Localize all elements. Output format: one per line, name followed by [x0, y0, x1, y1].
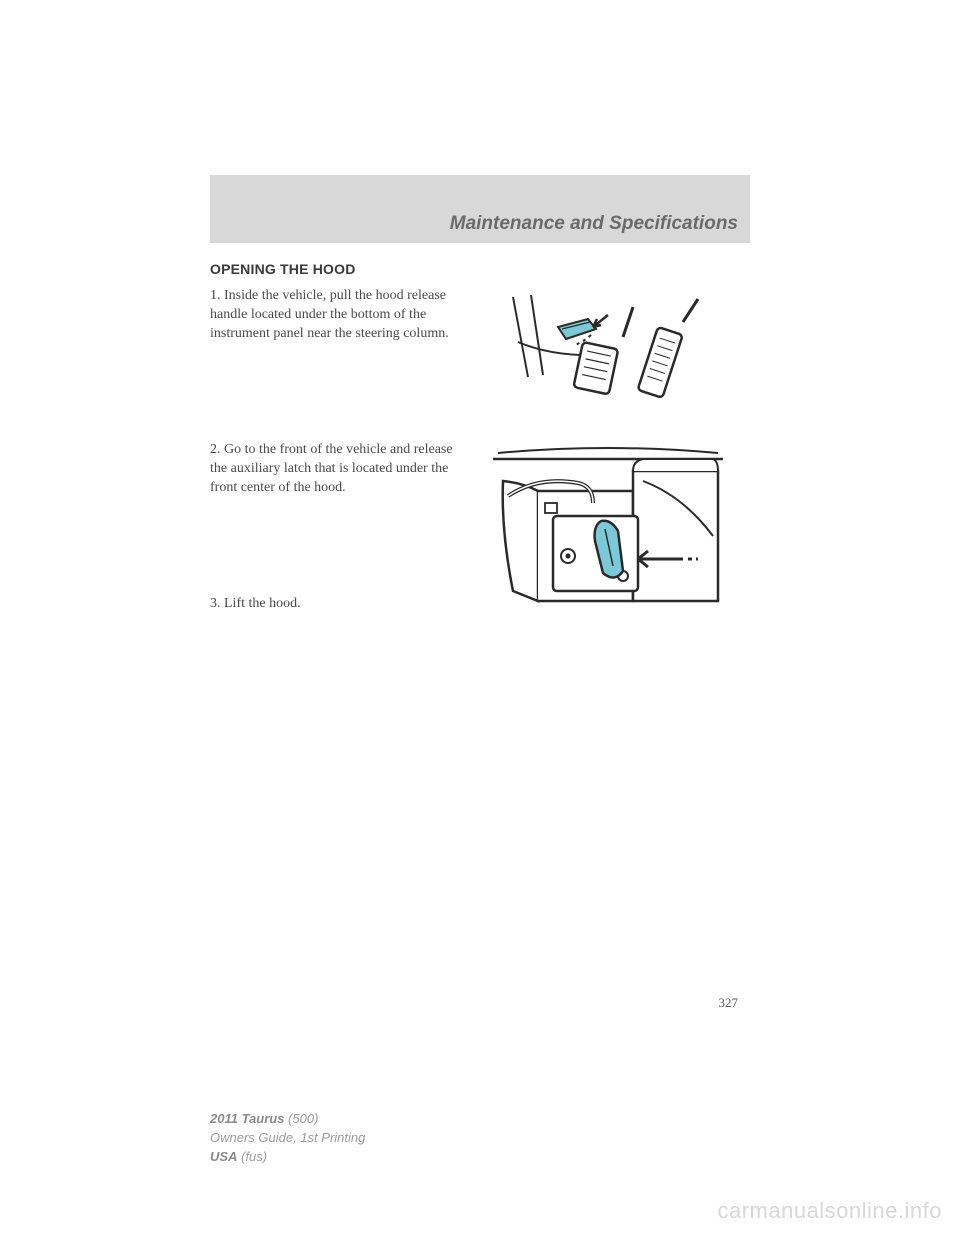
- page-number: 327: [719, 995, 739, 1011]
- footer-line-2: Owners Guide, 1st Printing: [210, 1129, 365, 1148]
- document-footer: 2011 Taurus (500) Owners Guide, 1st Prin…: [210, 1110, 365, 1167]
- hood-latch-illustration: [483, 441, 733, 571]
- footer-model-code: (500): [284, 1111, 318, 1126]
- footer-region: USA: [210, 1149, 237, 1164]
- step-1-text: 1. Inside the vehicle, pull the hood rel…: [210, 287, 465, 344]
- step-2-text: 2. Go to the front of the vehicle and re…: [210, 441, 465, 498]
- step-row: 1. Inside the vehicle, pull the hood rel…: [210, 287, 750, 417]
- footer-region-code: (fus): [237, 1149, 267, 1164]
- page-content: Maintenance and Specifications OPENING T…: [210, 175, 750, 614]
- footer-model: 2011 Taurus: [210, 1111, 284, 1126]
- section-header-title: Maintenance and Specifications: [450, 213, 738, 235]
- watermark-text: carmanualsonline.info: [717, 1198, 942, 1224]
- footer-line-1: 2011 Taurus (500): [210, 1110, 365, 1129]
- footer-line-3: USA (fus): [210, 1148, 365, 1167]
- step-row: 2. Go to the front of the vehicle and re…: [210, 441, 750, 571]
- hood-release-handle-illustration: [483, 287, 733, 417]
- section-header-bar: Maintenance and Specifications: [210, 175, 750, 243]
- section-heading: OPENING THE HOOD: [210, 261, 750, 277]
